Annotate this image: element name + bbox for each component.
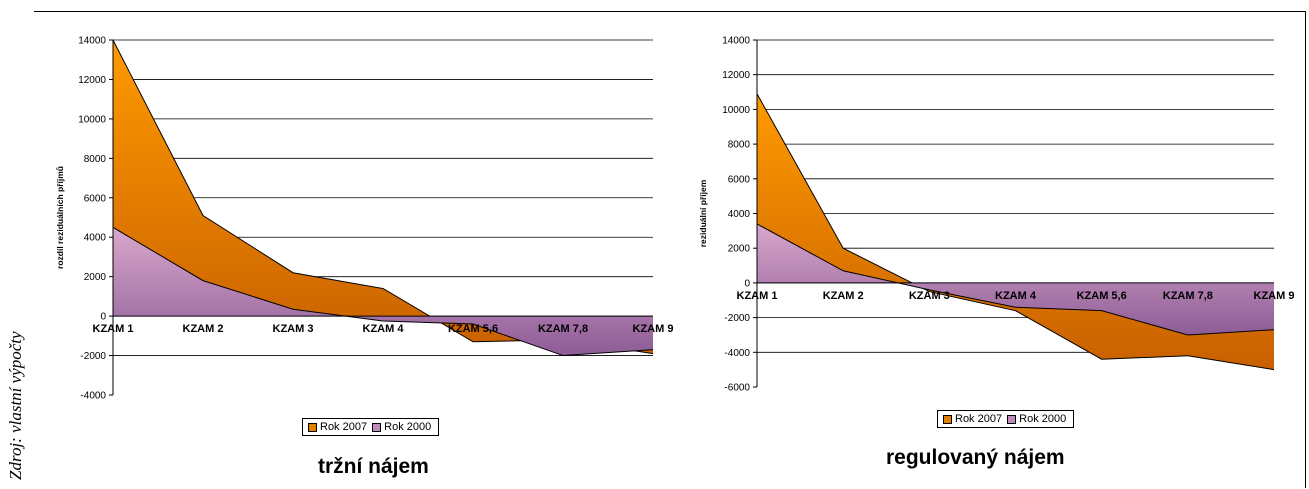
x-tick-label: KZAM 5,6 (448, 323, 498, 335)
y-tick-label: 2000 (728, 244, 751, 255)
legend-regulovany-najem: Rok 2007 Rok 2000 (937, 410, 1075, 429)
legend-label-rok-2000: Rok 2000 (384, 421, 432, 434)
x-tick-label: KZAM 9 (633, 323, 674, 335)
legend-item-rok-2000: Rok 2000 (1007, 413, 1066, 425)
y-tick-label: 12000 (722, 70, 750, 81)
x-tick-label: KZAM 7,8 (538, 323, 588, 335)
y-tick-label: 2000 (84, 272, 107, 283)
x-tick-label: KZAM 4 (363, 323, 405, 335)
y-tick-label: 10000 (78, 114, 106, 125)
x-tick-label: KZAM 2 (183, 323, 224, 335)
legend-label-rok-2007: Rok 2007 (320, 421, 368, 434)
legend-swatch-rok-2007 (308, 422, 317, 432)
chart-trzni-najem: -4000 -2000 0 2000 4000 6000 8000 10000 12000 140… (55, 36, 674, 402)
source-note: Zdroj: vlastní výpočty (6, 331, 25, 480)
y-tick-label: 4000 (728, 209, 751, 220)
y-tick-label: -6000 (724, 383, 750, 394)
x-tick-label: KZAM 4 (995, 290, 1037, 302)
legend-swatch-rok-2007 (943, 414, 952, 424)
line-rok-2000 (756, 223, 1275, 336)
legend-item-rok-2007: Rok 2007 (308, 421, 367, 433)
y-tick-label: 14000 (78, 36, 106, 47)
area-rok-2000 (757, 223, 1274, 335)
x-tick-label: KZAM 2 (823, 290, 864, 302)
chart-title-trzni-najem: tržní nájem (318, 455, 429, 478)
chart-frame (34, 11, 1306, 488)
legend-item-rok-2007: Rok 2007 (943, 413, 1002, 425)
x-tick-label: KZAM 1 (93, 323, 134, 335)
area-rok-2007 (113, 40, 653, 354)
legend-swatch-rok-2000 (372, 422, 382, 432)
y-tick-label: -4000 (80, 391, 106, 402)
line-rok-2000 (112, 226, 654, 357)
y-tick-label: 4000 (84, 233, 107, 244)
chart-regulovany-najem: -6000 -4000 -2000 0 2000 4000 6000 8000 10000 120… (698, 36, 1295, 394)
y-tick-label: 8000 (84, 154, 107, 165)
x-tick-label: KZAM 3 (273, 323, 314, 335)
line-rok-2007 (756, 93, 1275, 371)
x-tick-label: KZAM 9 (1254, 290, 1295, 302)
y-tick-label: 10000 (722, 105, 750, 116)
x-tick-label: KZAM 5,6 (1077, 290, 1127, 302)
legend-swatch-rok-2000 (1007, 414, 1017, 424)
y-tick-label: 14000 (722, 36, 750, 47)
legend-trzni-najem: Rok 2007 Rok 2000 (302, 418, 440, 437)
y-tick-label: -2000 (724, 313, 750, 324)
y-tick-label: 6000 (84, 193, 107, 204)
x-tick-label: KZAM 3 (909, 290, 950, 302)
y-tick-label: 12000 (78, 75, 106, 86)
legend-label-rok-2000: Rok 2000 (1019, 413, 1067, 426)
y-tick-label: -2000 (80, 351, 106, 362)
y-tick-label: 0 (100, 312, 106, 323)
legend-label-rok-2007: Rok 2007 (955, 413, 1003, 426)
x-tick-label: KZAM 1 (737, 290, 778, 302)
y-tick-label: 8000 (728, 140, 751, 151)
y-tick-label: -4000 (724, 348, 750, 359)
y-tick-label: 0 (744, 278, 750, 289)
y-axis-label: rozdíl reziduálních příjmů (55, 166, 65, 269)
y-tick-label: 6000 (728, 174, 751, 185)
area-rok-2000 (113, 227, 653, 356)
x-tick-label: KZAM 7,8 (1163, 290, 1213, 302)
legend-item-rok-2000: Rok 2000 (372, 421, 431, 433)
y-axis-label: reziduální příjem (698, 179, 708, 247)
chart-title-regulovany-najem: regulovaný nájem (886, 446, 1065, 469)
